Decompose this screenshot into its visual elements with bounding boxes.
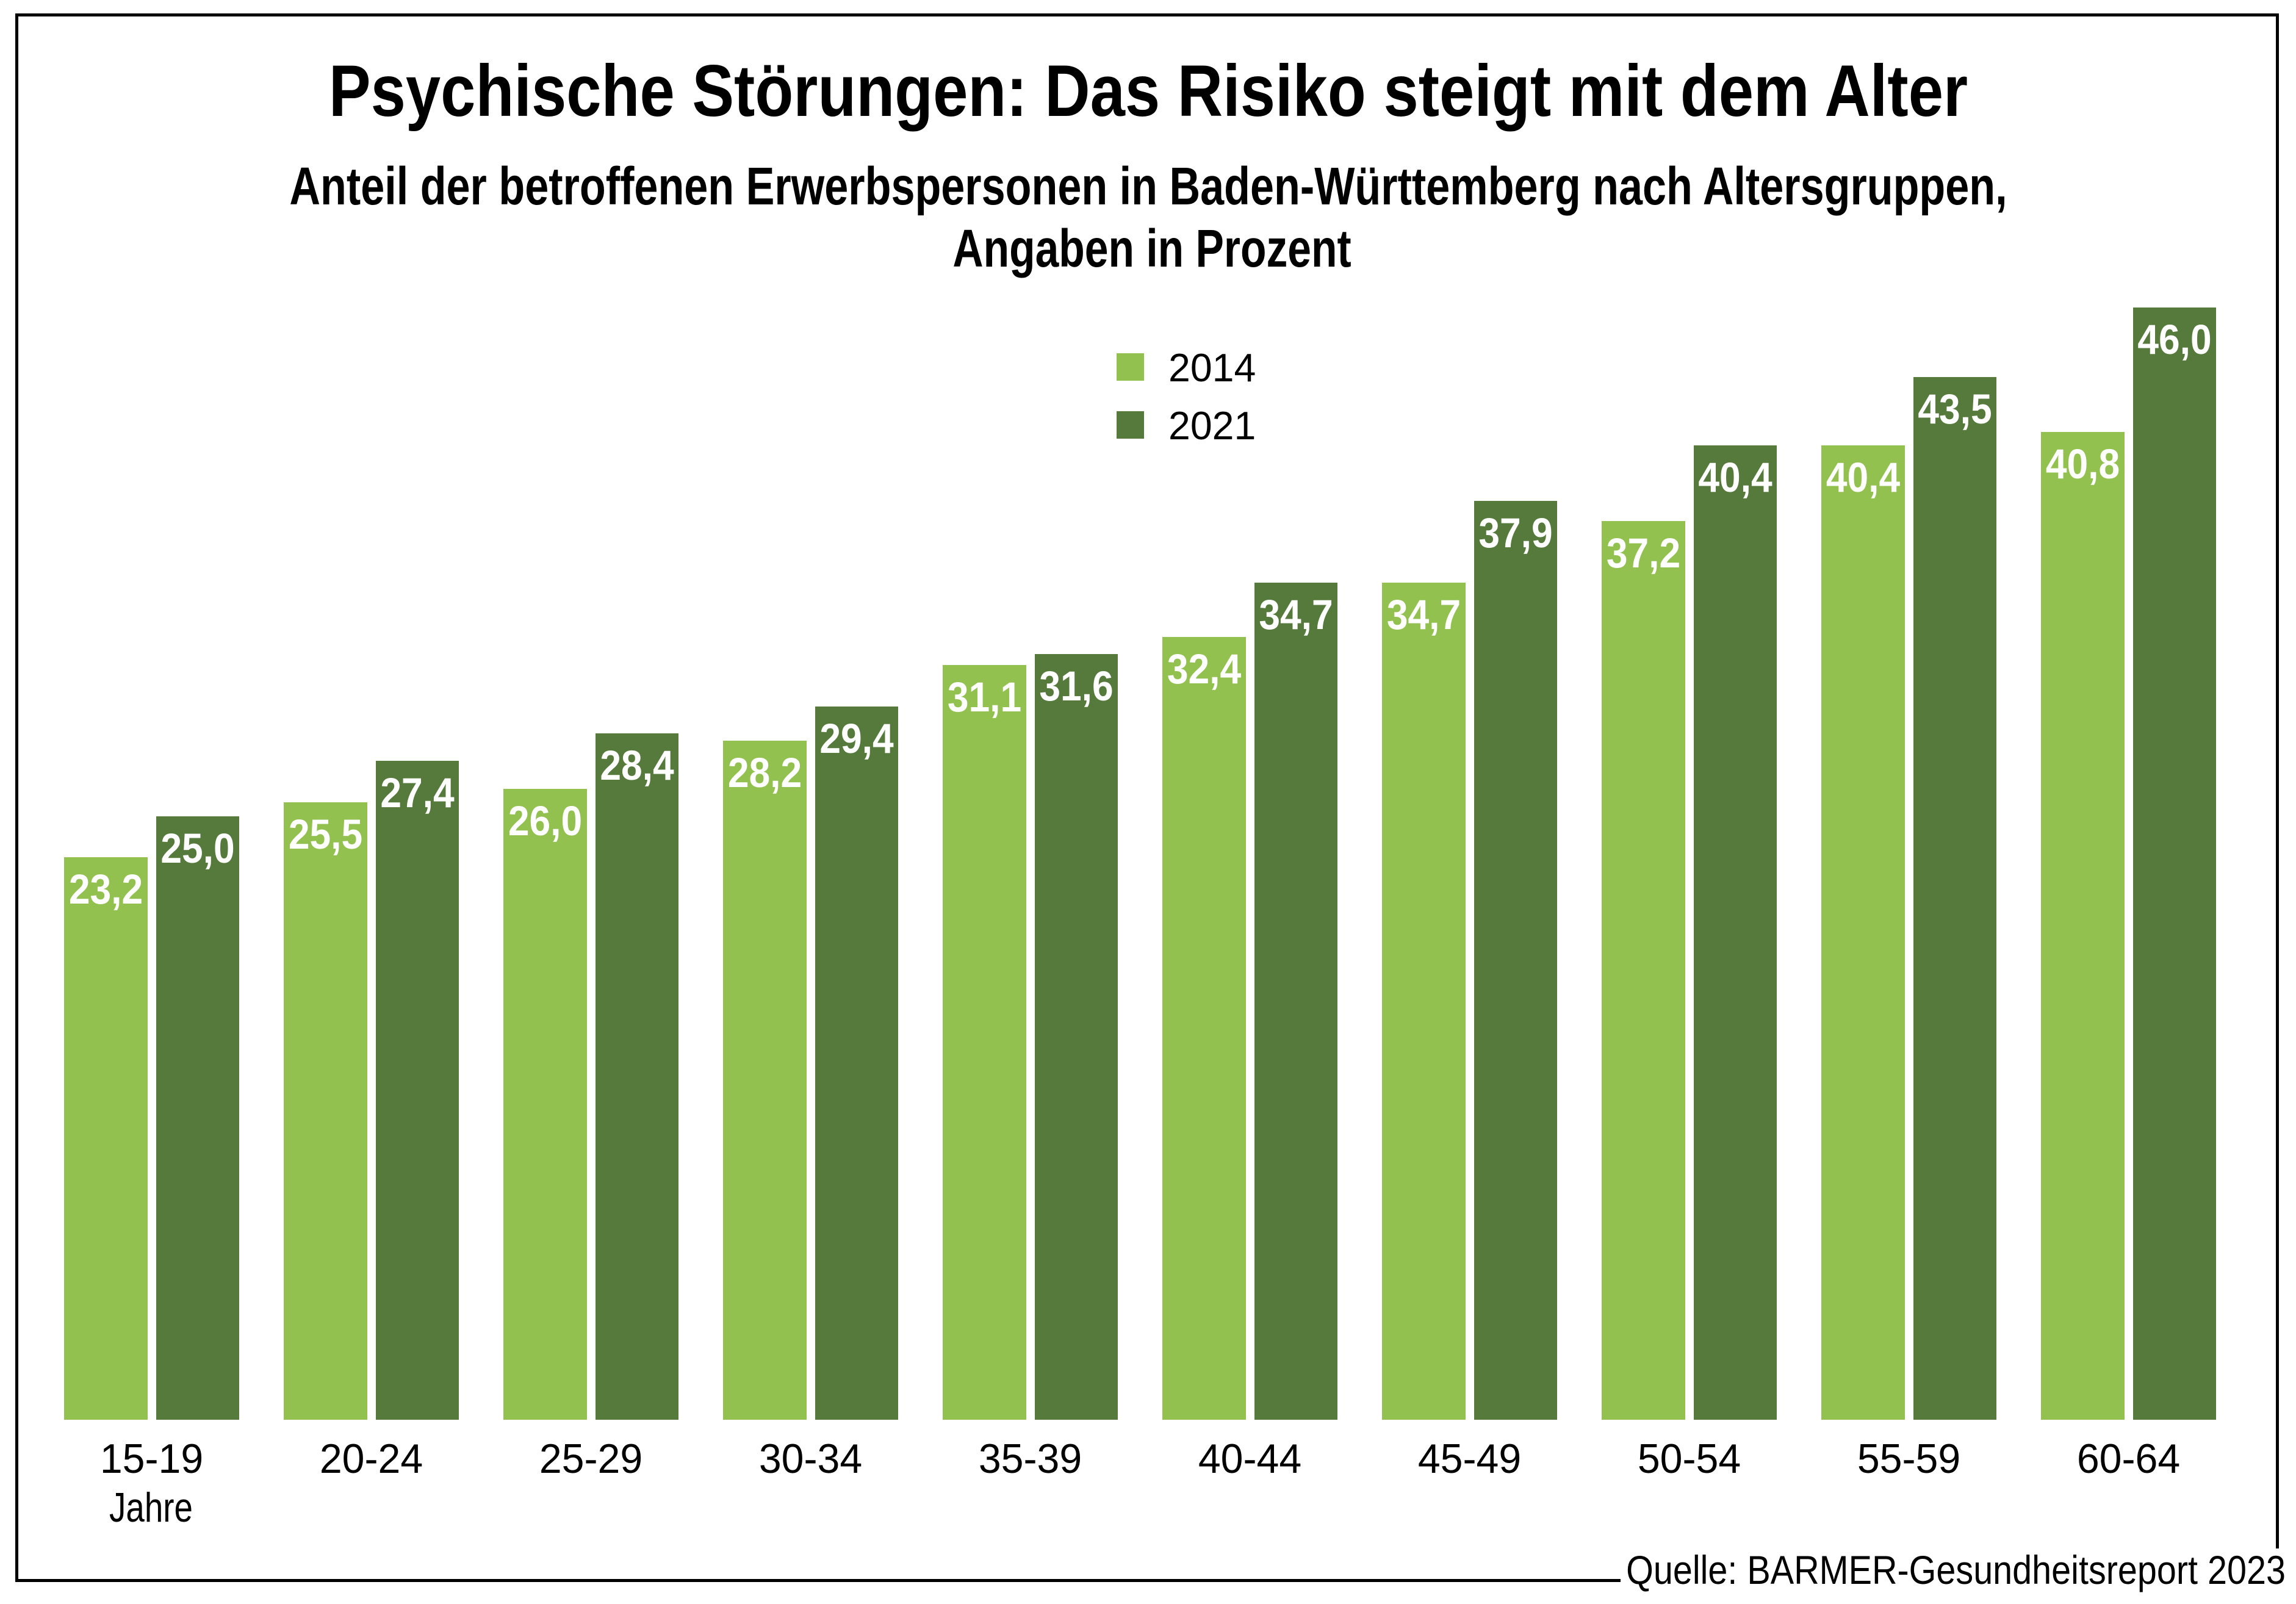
svg-text:Angaben in Prozent: Angaben in Prozent xyxy=(952,219,1351,278)
svg-text:37,2: 37,2 xyxy=(1607,529,1680,577)
svg-text:2021: 2021 xyxy=(1168,403,1256,448)
svg-text:Jahre: Jahre xyxy=(109,1484,193,1531)
svg-text:23,2: 23,2 xyxy=(69,865,143,913)
svg-text:31,1: 31,1 xyxy=(948,673,1021,721)
svg-text:40,4: 40,4 xyxy=(1826,453,1901,501)
svg-text:15-19: 15-19 xyxy=(100,1436,203,1482)
svg-text:34,7: 34,7 xyxy=(1387,591,1461,638)
svg-text:29,4: 29,4 xyxy=(819,714,894,762)
svg-text:25,5: 25,5 xyxy=(289,810,362,858)
svg-text:35-39: 35-39 xyxy=(979,1436,1082,1482)
svg-text:55-59: 55-59 xyxy=(1857,1436,1960,1482)
svg-text:60-64: 60-64 xyxy=(2077,1436,2180,1482)
svg-text:50-54: 50-54 xyxy=(1638,1436,1741,1482)
svg-text:40,8: 40,8 xyxy=(2046,440,2120,487)
svg-text:Psychische Störungen: Das Risi: Psychische Störungen: Das Risiko steigt … xyxy=(329,50,1968,132)
svg-text:28,2: 28,2 xyxy=(728,749,802,796)
svg-text:28,4: 28,4 xyxy=(600,741,674,789)
svg-text:25-29: 25-29 xyxy=(539,1436,642,1482)
svg-text:27,4: 27,4 xyxy=(380,769,455,816)
svg-text:Quelle: BARMER-Gesundheitsrepo: Quelle: BARMER-Gesundheitsreport 2023 xyxy=(1626,1548,2286,1593)
svg-text:2014: 2014 xyxy=(1168,345,1256,390)
svg-text:45-49: 45-49 xyxy=(1418,1436,1521,1482)
svg-text:30-34: 30-34 xyxy=(759,1436,862,1482)
svg-text:34,7: 34,7 xyxy=(1259,591,1333,638)
svg-text:32,4: 32,4 xyxy=(1167,645,1242,692)
svg-text:25,0: 25,0 xyxy=(160,824,234,872)
svg-text:37,9: 37,9 xyxy=(1478,509,1552,556)
svg-text:Anteil der betroffenen Erwerbs: Anteil der betroffenen Erwerbspersonen i… xyxy=(289,156,2007,216)
svg-text:40-44: 40-44 xyxy=(1198,1436,1301,1482)
svg-text:40,4: 40,4 xyxy=(1698,453,1772,501)
svg-text:43,5: 43,5 xyxy=(1918,385,1992,433)
svg-text:20-24: 20-24 xyxy=(320,1436,423,1482)
svg-text:26,0: 26,0 xyxy=(508,797,582,844)
svg-text:46,0: 46,0 xyxy=(2137,315,2211,363)
svg-text:31,6: 31,6 xyxy=(1039,662,1113,710)
